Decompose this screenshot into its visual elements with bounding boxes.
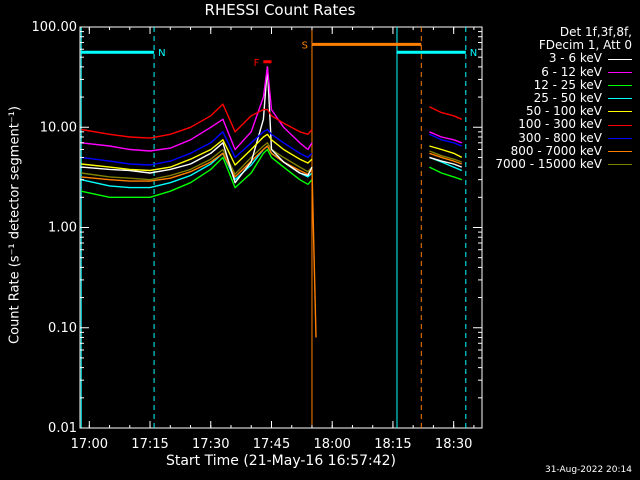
series-line-50-100-kev — [81, 133, 463, 172]
x-axis: 17:00 17:15 17:30 17:45 18:00 18:15 18:30 — [71, 27, 475, 452]
annotation-label: S — [302, 40, 308, 51]
legend-entry-label: 800 - 7000 keV — [510, 143, 602, 158]
legend-entry-label: 3 - 6 keV — [548, 51, 602, 66]
legend-entry-label: 300 - 800 keV — [518, 130, 602, 145]
chart-title: RHESSI Count Rates — [204, 1, 356, 19]
x-tick-label: 18:30 — [435, 437, 472, 452]
x-tick-label: 17:00 — [71, 437, 108, 452]
series-line-3-6-kev — [81, 66, 463, 184]
legend-swatch — [608, 124, 632, 126]
series-line-12-25-kev — [81, 148, 463, 198]
series-line-7000-15000-kev — [81, 142, 463, 181]
legend-entry-label: 7000 - 15000 keV — [495, 157, 602, 172]
legend-entry: 12 - 25 keV — [495, 77, 632, 92]
y-tick-label: 0.10 — [48, 321, 77, 336]
series-group — [81, 66, 463, 338]
legend-entry: 6 - 12 keV — [495, 64, 632, 79]
legend-entry: 300 - 800 keV — [495, 130, 632, 145]
x-tick-label: 17:15 — [131, 437, 168, 452]
legend-entry: 25 - 50 keV — [495, 91, 632, 106]
legend-entry: 50 - 100 keV — [495, 105, 632, 118]
annotation-label: N — [470, 48, 477, 59]
footer-timestamp: 31-Aug-2022 20:14 — [544, 465, 632, 475]
y-tick-label: 1.00 — [48, 221, 77, 236]
legend-swatch — [608, 71, 632, 73]
legend-header-line-2: FDecim 1, Att 0 — [538, 38, 632, 53]
legend: Det 1f,3f,8f, FDecim 1, Att 0 3 - 6 keV 6… — [495, 25, 632, 172]
legend-swatch — [608, 137, 632, 139]
x-tick-label: 17:30 — [192, 437, 229, 452]
series-line-800-7000-kev — [81, 145, 463, 338]
y-tick-label: 10.00 — [40, 120, 77, 135]
vertical-markers — [80, 27, 467, 428]
y-axis: 0.01 0.10 1.00 10.00 100.00 — [32, 20, 482, 436]
legend-entry: 7000 - 15000 keV — [495, 157, 632, 172]
legend-swatch — [608, 84, 632, 86]
annotation-label: N — [158, 48, 165, 59]
y-axis-label: Count Rate (s⁻¹ detector segment⁻¹) — [7, 106, 23, 344]
legend-swatch — [608, 98, 632, 100]
legend-entry-label: 100 - 300 keV — [518, 117, 602, 132]
legend-swatch — [608, 164, 632, 166]
legend-entry: 800 - 7000 keV — [495, 143, 632, 158]
legend-entry: 3 - 6 keV — [495, 52, 632, 65]
legend-swatch — [608, 150, 632, 152]
annotation-bars: N N F S — [81, 40, 477, 69]
annotation-label: F — [254, 58, 260, 69]
series-line-300-800-kev — [81, 128, 463, 166]
x-tick-label: 18:00 — [313, 437, 350, 452]
legend-header-line-1: Det 1f,3f,8f, — [559, 25, 632, 39]
x-tick-label: 18:15 — [374, 437, 411, 452]
x-tick-label: 17:45 — [253, 437, 290, 452]
y-tick-label: 100.00 — [32, 20, 78, 35]
legend-entry: 100 - 300 keV — [495, 118, 632, 131]
legend-swatch — [608, 111, 632, 113]
legend-entry-label: 12 - 25 keV — [533, 77, 602, 92]
series-line-6-12-kev — [81, 66, 463, 152]
y-tick-label: 0.01 — [48, 421, 77, 436]
x-axis-label: Start Time (21-May-16 16:57:42) — [165, 453, 397, 469]
legend-entry-label: 6 - 12 keV — [541, 64, 602, 79]
legend-swatch — [608, 58, 632, 60]
legend-entry-label: 25 - 50 keV — [533, 91, 602, 106]
series-line-100-300-kev — [81, 103, 463, 139]
legend-entry-label: 50 - 100 keV — [525, 104, 602, 119]
